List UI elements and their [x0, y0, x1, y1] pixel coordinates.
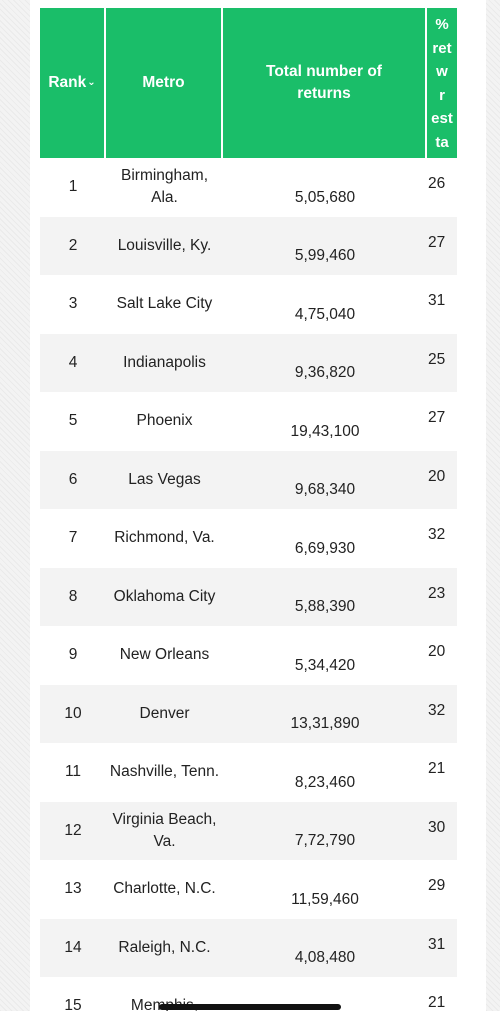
metro-cell: Richmond, Va.: [114, 529, 215, 547]
metro-cell: Oklahoma City: [113, 587, 216, 605]
metro-cell: Birmingham, Ala.: [121, 167, 208, 207]
total-returns-cell: 5,34,420: [294, 656, 356, 674]
table-row: 13 Charlotte, N.C. 11,59,460 29: [40, 860, 457, 919]
rank-cell: 12: [64, 821, 82, 839]
pct-cell: 29: [428, 877, 446, 894]
rank-header-label: Rank: [48, 74, 87, 91]
rank-cell: 15: [64, 997, 82, 1011]
total-returns-cell: 5,05,680: [294, 188, 356, 206]
rank-sort-header[interactable]: Rank ⌄: [40, 8, 106, 158]
total-returns-header-label: Total number of returns: [266, 63, 382, 102]
pct-header: % ret w r est ta: [427, 8, 457, 158]
rank-cell: 2: [68, 236, 78, 254]
metro-cell: Indianapolis: [123, 353, 206, 371]
metro-cell: Las Vegas: [128, 470, 201, 488]
rank-cell: 9: [68, 646, 78, 664]
table-row: 6 Las Vegas 9,68,340 20: [40, 450, 457, 509]
pct-cell: 31: [428, 935, 446, 953]
total-returns-cell: 4,75,040: [294, 305, 356, 323]
rank-cell: 7: [68, 529, 78, 547]
metro-cell: Salt Lake City: [116, 295, 213, 313]
metro-cell: Louisville, Ky.: [117, 236, 212, 254]
total-returns-cell: 9,68,340: [294, 481, 356, 498]
total-returns-header: Total number of returns: [223, 8, 427, 158]
rank-cell: 8: [68, 587, 78, 605]
pct-cell: 20: [428, 643, 446, 660]
metro-cell: Raleigh, N.C.: [118, 938, 211, 956]
table-body: 1 Birmingham, Ala. 5,05,680 26 2 Louisville, …: [40, 158, 457, 1011]
pct-cell: 26: [428, 175, 446, 192]
table-row: 12 Virginia Beach, Va. 7,72,790 30: [40, 801, 457, 860]
rank-cell: 3: [68, 295, 78, 313]
pct-header-line: ret: [432, 39, 452, 57]
rank-cell: 10: [64, 704, 82, 722]
rank-cell: 1: [68, 178, 78, 196]
pct-cell: 21: [428, 994, 446, 1011]
metro-header-label: Metro: [142, 74, 185, 91]
rank-cell: 4: [68, 353, 78, 371]
metro-cell: Denver: [139, 704, 190, 722]
pct-header-line: w: [436, 63, 448, 80]
total-returns-cell: 13,31,890: [290, 715, 360, 732]
pct-cell: 32: [428, 701, 446, 719]
table-header-row: Rank ⌄ Metro Total number of returns % ret…: [40, 8, 457, 158]
total-returns-cell: 5,99,460: [294, 247, 356, 264]
rank-cell: 11: [64, 763, 82, 781]
total-returns-cell: 9,36,820: [294, 364, 356, 381]
pct-cell: 30: [428, 818, 446, 836]
metro-cell: Nashville, Tenn.: [109, 763, 220, 781]
pct-cell: 20: [428, 467, 446, 485]
table-row: 7 Richmond, Va. 6,69,930 32: [40, 509, 457, 568]
pct-cell: 21: [428, 760, 446, 777]
table-row: 5 Phoenix 19,43,100 27: [40, 392, 457, 451]
total-returns-cell: 11,59,460: [291, 890, 359, 908]
rank-cell: 13: [64, 880, 82, 898]
total-returns-cell: 4,08,480: [294, 949, 356, 966]
table-row: 3 Salt Lake City 4,75,040 31: [40, 275, 457, 334]
table-row: 4 Indianapolis 9,36,820 25: [40, 333, 457, 392]
pct-cell: 32: [428, 526, 446, 543]
pct-cell: 27: [428, 233, 446, 251]
rank-cell: 5: [68, 412, 78, 430]
home-indicator[interactable]: [159, 1004, 341, 1010]
metro-cell: Charlotte, N.C.: [113, 880, 216, 898]
total-returns-cell: 7,72,790: [294, 832, 356, 849]
total-returns-cell: 8,23,460: [294, 773, 356, 791]
total-returns-cell: 5,88,390: [294, 598, 356, 615]
total-returns-cell: 6,69,930: [294, 539, 356, 557]
content-panel: Rank ⌄ Metro Total number of returns % ret…: [30, 0, 486, 1011]
table-row: 8 Oklahoma City 5,88,390 23: [40, 567, 457, 626]
table-row: 11 Nashville, Tenn. 8,23,460 21: [40, 743, 457, 802]
pct-header-label: % ret w r est ta: [427, 8, 457, 158]
rankings-table: Rank ⌄ Metro Total number of returns % ret…: [40, 8, 457, 1011]
rank-cell: 6: [68, 470, 78, 488]
total-returns-cell: 19,43,100: [290, 422, 360, 440]
pct-cell: 25: [428, 350, 446, 368]
pct-header-line: est: [431, 110, 453, 127]
pct-cell: 31: [428, 292, 446, 309]
pct-header-line: ta: [435, 133, 449, 151]
metro-cell: Phoenix: [136, 412, 193, 430]
metro-header: Metro: [106, 8, 223, 158]
metro-cell: Virginia Beach, Va.: [112, 810, 217, 850]
table-row: 10 Denver 13,31,890 32: [40, 684, 457, 743]
table-row: 14 Raleigh, N.C. 4,08,480 31: [40, 918, 457, 977]
pct-cell: 23: [428, 584, 446, 602]
pct-header-line: r: [439, 86, 445, 104]
metro-cell: New Orleans: [119, 646, 210, 664]
pct-header-line: %: [435, 16, 449, 33]
table-row: 9 New Orleans 5,34,420 20: [40, 626, 457, 685]
table-row: 1 Birmingham, Ala. 5,05,680 26: [40, 158, 457, 217]
chevron-down-icon: ⌄: [87, 77, 96, 88]
rank-cell: 14: [64, 938, 82, 956]
table-row: 2 Louisville, Ky. 5,99,460 27: [40, 216, 457, 275]
pct-cell: 27: [428, 409, 446, 426]
